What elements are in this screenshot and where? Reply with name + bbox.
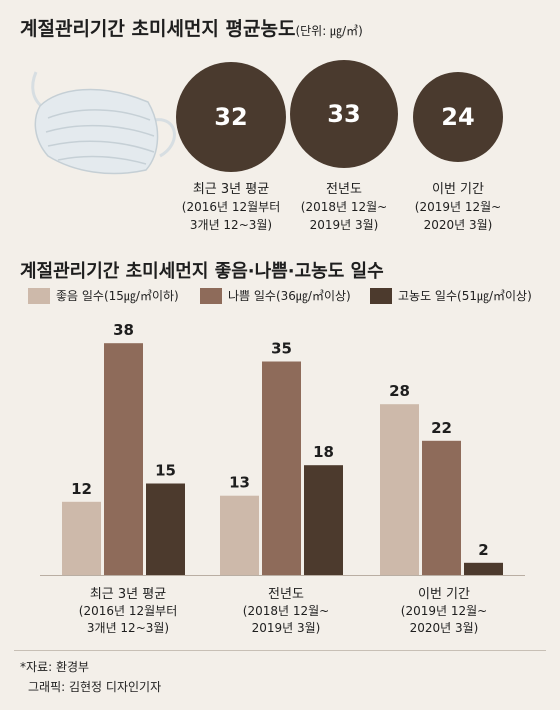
category-label-current: 이번 기간 <box>418 587 470 602</box>
legend-swatch-high <box>370 287 392 304</box>
bar-high-current <box>464 562 503 575</box>
category-sub-prev: (2018년 12월~ 2019년 3월) <box>242 604 330 635</box>
bar-label-high-recent: 15 <box>155 462 176 480</box>
avg-label-current: 이번 기간 <box>432 182 484 197</box>
bar-label-bad-recent: 38 <box>113 321 134 339</box>
bar-label-high-prev: 18 <box>313 443 334 461</box>
avg-value-current: 24 <box>441 103 475 131</box>
bar-label-bad-prev: 35 <box>271 340 292 358</box>
avg-unit: (단위: ㎍/㎥) <box>295 24 363 38</box>
avg-title: 계절관리기간 초미세먼지 평균농도(단위: ㎍/㎥) <box>20 14 363 41</box>
credit-text: 그래픽: 김현정 디자인기자 <box>28 680 162 694</box>
legend-label-bad: 나쁨 일수(36㎍/㎥이상) <box>228 289 351 303</box>
avg-value-prev: 33 <box>327 100 361 128</box>
legend-label-high: 고농도 일수(51㎍/㎥이상) <box>398 289 532 303</box>
legend-bad: 나쁨 일수(36㎍/㎥이상) <box>200 287 351 304</box>
category-label-recent: 최근 3년 평균 <box>89 587 167 602</box>
avg-sub-recent: (2016년 12월부터 3개년 12~3월) <box>181 200 281 232</box>
category-sub-current: (2019년 12월~ 2020년 3월) <box>400 604 488 635</box>
mask-icon <box>31 71 176 175</box>
bar-bad-recent <box>104 343 143 575</box>
avg-circle-prev: 33 <box>290 60 398 168</box>
avg-circle-current: 24 <box>413 72 503 162</box>
bar-high-prev <box>304 465 343 575</box>
avg-title-text: 계절관리기간 초미세먼지 평균농도 <box>20 18 296 40</box>
avg-label-recent: 최근 3년 평균 <box>192 182 270 197</box>
legend-label-good: 좋음 일수(15㎍/㎥이하) <box>56 289 179 303</box>
legend-swatch-bad <box>200 287 222 304</box>
bar-good-current <box>380 404 419 575</box>
bar-label-good-recent: 12 <box>71 480 92 498</box>
legend-swatch-good <box>28 287 50 304</box>
days-title: 계절관리기간 초미세먼지 좋음·나쁨·고농도 일수 <box>20 261 384 282</box>
source-text: *자료: 환경부 <box>20 660 90 674</box>
bar-label-bad-current: 22 <box>431 419 452 437</box>
avg-circle-recent: 32 <box>176 62 286 172</box>
category-sub-recent: (2016년 12월부터 3개년 12~3월) <box>78 604 178 635</box>
bar-bad-current <box>422 440 461 575</box>
avg-sub-prev: (2018년 12월~ 2019년 3월) <box>300 200 388 232</box>
bar-good-recent <box>62 501 101 575</box>
bar-label-good-current: 28 <box>389 382 410 400</box>
legend-good: 좋음 일수(15㎍/㎥이하) <box>28 287 179 304</box>
footer-divider <box>14 650 546 651</box>
bar-label-high-current: 2 <box>478 541 488 559</box>
bar-high-recent <box>146 483 185 575</box>
bar-label-good-prev: 13 <box>229 474 250 492</box>
legend-high: 고농도 일수(51㎍/㎥이상) <box>370 287 532 304</box>
category-label-prev: 전년도 <box>268 587 304 602</box>
avg-sub-current: (2019년 12월~ 2020년 3월) <box>414 200 502 232</box>
bar-good-prev <box>220 495 259 575</box>
avg-label-prev: 전년도 <box>326 182 362 197</box>
bar-bad-prev <box>262 361 301 575</box>
avg-value-recent: 32 <box>214 103 248 131</box>
